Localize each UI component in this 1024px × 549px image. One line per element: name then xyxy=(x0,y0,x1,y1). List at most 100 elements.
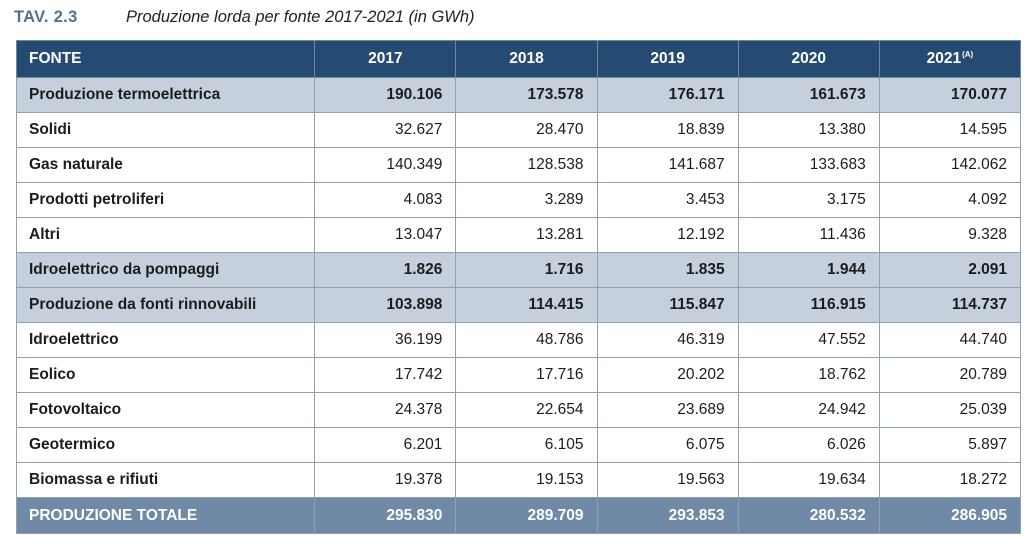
table-row: Prodotti petroliferi 4.083 3.289 3.453 3.175… xyxy=(15,182,1022,218)
column-header-year: 2018 xyxy=(455,40,598,78)
cell-value: 19.634 xyxy=(737,462,880,498)
cell-value: 1.835 xyxy=(596,252,739,288)
cell-value: 25.039 xyxy=(878,392,1022,428)
cell-value: 24.942 xyxy=(737,392,880,428)
table-header: FONTE 2017 2018 2019 2020 2021(A) xyxy=(15,40,1022,78)
table-row: Solidi 32.627 28.470 18.839 13.380 14.595 xyxy=(15,112,1022,148)
cell-value: 170.077 xyxy=(878,77,1022,113)
row-label: Produzione da fonti rinnovabili xyxy=(15,287,316,323)
row-label: Altri xyxy=(15,217,316,253)
cell-value: 5.897 xyxy=(878,427,1022,463)
cell-value: 140.349 xyxy=(314,147,457,183)
cell-value: 161.673 xyxy=(737,77,880,113)
row-label: Idroelettrico xyxy=(15,322,316,358)
cell-value: 23.689 xyxy=(596,392,739,428)
cell-value: 114.415 xyxy=(455,287,598,323)
cell-value: 3.289 xyxy=(455,182,598,218)
row-label: Fotovoltaico xyxy=(15,392,316,428)
table-row: Gas naturale 140.349 128.538 141.687 133.683… xyxy=(15,147,1022,183)
total-row: PRODUZIONE TOTALE 295.830 289.709 293.85… xyxy=(15,497,1022,534)
cell-value: 4.092 xyxy=(878,182,1022,218)
cell-value: 6.026 xyxy=(737,427,880,463)
table-footer: PRODUZIONE TOTALE 295.830 289.709 293.85… xyxy=(15,497,1022,534)
subtotal-row: Idroelettrico da pompaggi 1.826 1.716 1.835… xyxy=(15,252,1022,288)
cell-value: 13.281 xyxy=(455,217,598,253)
row-label: Gas naturale xyxy=(15,147,316,183)
row-label: Solidi xyxy=(15,112,316,148)
cell-value: 4.083 xyxy=(314,182,457,218)
year-label: 2021 xyxy=(926,50,962,67)
table-row: Biomassa e rifiuti 19.378 19.153 19.563 19.6… xyxy=(15,462,1022,498)
subtotal-row: Produzione da fonti rinnovabili 103.898 11… xyxy=(15,287,1022,323)
cell-value: 48.786 xyxy=(455,322,598,358)
cell-value: 115.847 xyxy=(596,287,739,323)
cell-value: 114.737 xyxy=(878,287,1022,323)
cell-value: 133.683 xyxy=(737,147,880,183)
cell-value: 3.175 xyxy=(737,182,880,218)
production-table: FONTE 2017 2018 2019 2020 2021(A) Produz… xyxy=(15,40,1022,534)
cell-value: 46.319 xyxy=(596,322,739,358)
cell-value: 44.740 xyxy=(878,322,1022,358)
column-header-year: 2017 xyxy=(314,40,457,78)
cell-value: 17.716 xyxy=(455,357,598,393)
table-row: Altri 13.047 13.281 12.192 11.436 9.328 xyxy=(15,217,1022,253)
cell-value: 32.627 xyxy=(314,112,457,148)
cell-value: 24.378 xyxy=(314,392,457,428)
cell-value: 6.075 xyxy=(596,427,739,463)
table-body: Produzione termoelettrica 190.106 173.578 1… xyxy=(15,77,1022,498)
table-row: Fotovoltaico 24.378 22.654 23.689 24.942 25.0… xyxy=(15,392,1022,428)
table-caption: TAV. 2.3 Produzione lorda per fonte 2017… xyxy=(14,6,475,28)
table-row: Eolico 17.742 17.716 20.202 18.762 20.789 xyxy=(15,357,1022,393)
cell-value: 28.470 xyxy=(455,112,598,148)
column-header-year: 2020 xyxy=(737,40,880,78)
total-value: 289.709 xyxy=(455,497,598,534)
cell-value: 18.272 xyxy=(878,462,1022,498)
cell-value: 1.716 xyxy=(455,252,598,288)
table-row: Geotermico 6.201 6.105 6.075 6.026 5.897 xyxy=(15,427,1022,463)
row-label: Biomassa e rifiuti xyxy=(15,462,316,498)
row-label: Eolico xyxy=(15,357,316,393)
table-row: Idroelettrico 36.199 48.786 46.319 47.552 44.… xyxy=(15,322,1022,358)
footnote-marker: (A) xyxy=(962,50,974,59)
cell-value: 116.915 xyxy=(737,287,880,323)
cell-value: 19.378 xyxy=(314,462,457,498)
cell-value: 12.192 xyxy=(596,217,739,253)
total-value: 293.853 xyxy=(596,497,739,534)
cell-value: 1.826 xyxy=(314,252,457,288)
cell-value: 22.654 xyxy=(455,392,598,428)
cell-value: 47.552 xyxy=(737,322,880,358)
cell-value: 18.839 xyxy=(596,112,739,148)
cell-value: 1.944 xyxy=(737,252,880,288)
row-label: Geotermico xyxy=(15,427,316,463)
cell-value: 103.898 xyxy=(314,287,457,323)
cell-value: 13.047 xyxy=(314,217,457,253)
cell-value: 13.380 xyxy=(737,112,880,148)
cell-value: 128.538 xyxy=(455,147,598,183)
row-label: Idroelettrico da pompaggi xyxy=(15,252,316,288)
cell-value: 190.106 xyxy=(314,77,457,113)
cell-value: 36.199 xyxy=(314,322,457,358)
cell-value: 11.436 xyxy=(737,217,880,253)
cell-value: 20.202 xyxy=(596,357,739,393)
row-label: Prodotti petroliferi xyxy=(15,182,316,218)
cell-value: 18.762 xyxy=(737,357,880,393)
total-value: 295.830 xyxy=(314,497,457,534)
total-value: 280.532 xyxy=(737,497,880,534)
cell-value: 2.091 xyxy=(878,252,1022,288)
header-row: FONTE 2017 2018 2019 2020 2021(A) xyxy=(15,40,1022,78)
cell-value: 3.453 xyxy=(596,182,739,218)
cell-value: 17.742 xyxy=(314,357,457,393)
column-header-year-2021: 2021(A) xyxy=(878,40,1022,78)
cell-value: 176.171 xyxy=(596,77,739,113)
table-title: Produzione lorda per fonte 2017-2021 (in… xyxy=(126,7,475,26)
cell-value: 6.105 xyxy=(455,427,598,463)
column-header-year: 2019 xyxy=(596,40,739,78)
row-label: Produzione termoelettrica xyxy=(15,77,316,113)
total-value: 286.905 xyxy=(878,497,1022,534)
total-label: PRODUZIONE TOTALE xyxy=(15,497,316,534)
cell-value: 14.595 xyxy=(878,112,1022,148)
cell-value: 19.153 xyxy=(455,462,598,498)
cell-value: 173.578 xyxy=(455,77,598,113)
cell-value: 20.789 xyxy=(878,357,1022,393)
cell-value: 6.201 xyxy=(314,427,457,463)
